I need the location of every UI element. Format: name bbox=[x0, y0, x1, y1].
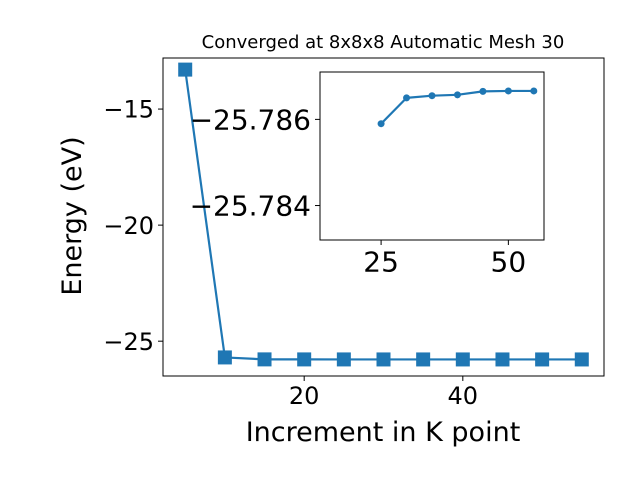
main-plot: 20 40 −15 −20 −25 bbox=[103, 57, 605, 410]
main-y-tick-label: −20 bbox=[103, 212, 154, 240]
main-point bbox=[376, 352, 391, 367]
main-point bbox=[297, 352, 312, 367]
inset-point bbox=[453, 91, 461, 99]
y-axis-label: Energy (eV) bbox=[57, 136, 88, 295]
inset-background bbox=[320, 72, 544, 240]
main-y-tick-label: −25 bbox=[103, 328, 154, 356]
main-point bbox=[455, 352, 470, 367]
main-point bbox=[574, 352, 589, 367]
main-frame bbox=[162, 57, 605, 377]
inset-x-tick-label: 50 bbox=[491, 246, 527, 279]
main-y-tick-label: −15 bbox=[103, 96, 154, 124]
main-data-layer bbox=[178, 62, 589, 367]
main-point bbox=[257, 352, 272, 367]
inset-data-layer bbox=[377, 87, 538, 128]
main-point bbox=[495, 352, 510, 367]
main-point bbox=[178, 62, 193, 77]
inset-frame bbox=[319, 71, 545, 241]
inset-point bbox=[504, 87, 512, 95]
inset-point bbox=[428, 92, 436, 100]
inset-plot: 25 50 −25.786 −25.784 bbox=[190, 71, 545, 279]
chart-title: Converged at 8x8x8 Automatic Mesh 30 bbox=[202, 32, 565, 53]
inset-point bbox=[479, 87, 487, 95]
inset-point bbox=[530, 87, 538, 95]
inset-x-tick-label: 25 bbox=[363, 246, 399, 279]
x-axis-label: Increment in K point bbox=[246, 417, 521, 448]
main-x-tick-label: 20 bbox=[289, 382, 320, 410]
main-point bbox=[416, 352, 431, 367]
inset-point bbox=[403, 94, 411, 102]
main-point bbox=[336, 352, 351, 367]
inset-y-tick-label: −25.786 bbox=[190, 103, 311, 136]
main-point bbox=[535, 352, 550, 367]
inset-y-tick-label: −25.784 bbox=[190, 190, 311, 223]
main-point bbox=[217, 350, 232, 365]
main-x-tick-label: 40 bbox=[448, 382, 479, 410]
inset-point bbox=[377, 120, 385, 128]
